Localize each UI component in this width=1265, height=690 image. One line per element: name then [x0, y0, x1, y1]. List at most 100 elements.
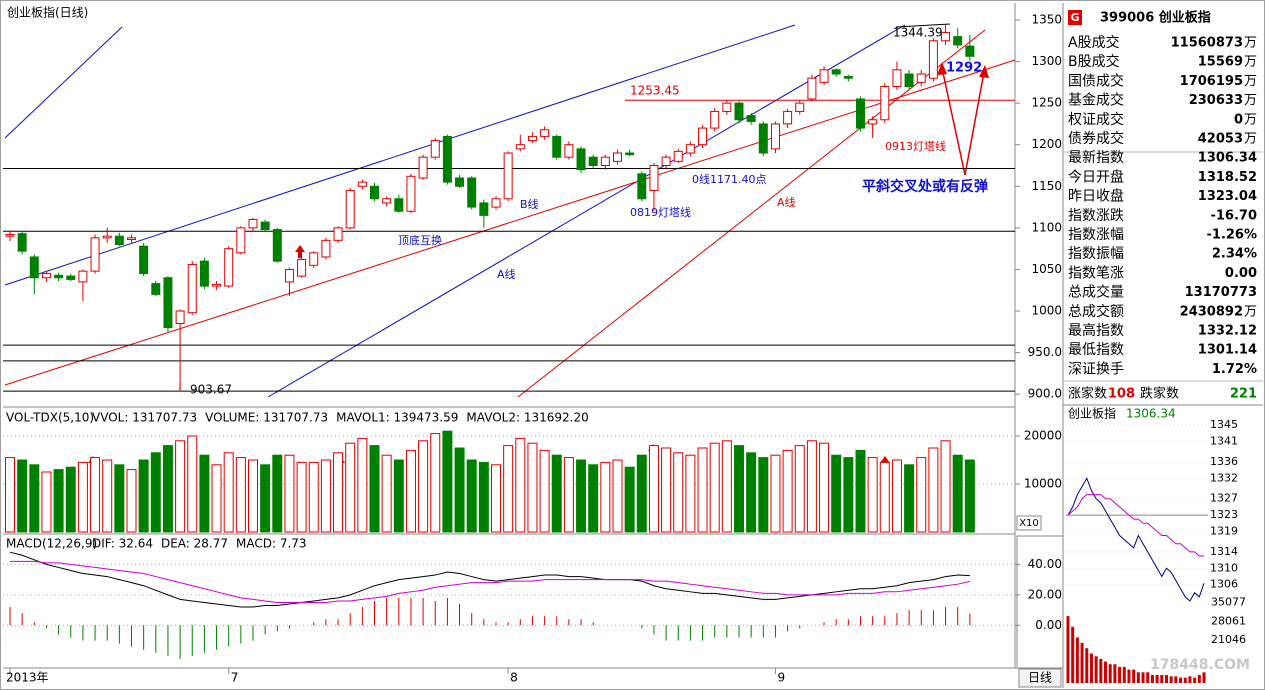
volume-bar	[491, 464, 501, 533]
stat-value: 42053	[1198, 132, 1243, 147]
candle-body	[5, 234, 15, 237]
trend-line	[4, 24, 796, 286]
stat-unit: 万	[1244, 55, 1257, 70]
candle-body	[66, 275, 76, 280]
annotation: A线	[777, 195, 796, 209]
stat-unit: 万	[1244, 304, 1257, 319]
candle-body	[515, 144, 525, 150]
legend-entry: DEA: 28.77	[161, 537, 228, 551]
volume-bar	[381, 454, 392, 533]
y-tick-label: 900.0	[1028, 387, 1062, 401]
volume-bar	[697, 447, 708, 533]
candle-body	[783, 110, 793, 125]
pointer	[895, 23, 951, 28]
mini-tick-label: 1319	[1210, 524, 1238, 537]
volume-bar	[357, 437, 368, 533]
candle-body	[127, 237, 136, 241]
stat-label: 指数涨幅	[1068, 227, 1124, 243]
stat-value: 1323.04	[1198, 189, 1257, 204]
volume-bar	[819, 442, 830, 533]
stat-unit: 万	[1244, 36, 1257, 51]
volume-bar	[600, 461, 611, 533]
volume-bar	[867, 457, 878, 533]
candle-body	[309, 252, 319, 266]
volume-bar	[65, 466, 76, 533]
candle-body	[941, 31, 951, 42]
y-tick-label: 1250	[1031, 96, 1062, 110]
volume-bar	[29, 464, 40, 533]
stat-label: 国债成交	[1068, 72, 1124, 89]
stat-label: 今日开盘	[1068, 168, 1124, 185]
volume-bar	[345, 442, 356, 533]
y-tick-label: 1150	[1031, 179, 1062, 193]
volume-bar	[369, 445, 380, 533]
volume-bar	[928, 447, 939, 533]
stat-label: 基金成交	[1068, 92, 1124, 109]
candle-body	[965, 45, 975, 57]
candle-body	[613, 152, 622, 162]
annotation: 顶底互换	[398, 233, 442, 247]
mini-volume-tick: 28061	[1211, 614, 1246, 627]
volume-bar	[588, 464, 599, 533]
candle-body	[212, 283, 222, 287]
candle-body	[224, 248, 234, 287]
candle-body	[576, 148, 586, 171]
stat-label: 指数笔涨	[1068, 265, 1124, 281]
arrow-head	[937, 62, 947, 75]
volume-bar	[782, 449, 793, 533]
volume-bar	[211, 464, 222, 533]
candle-body	[248, 219, 258, 229]
candle-body	[418, 156, 428, 179]
y-tick-label: 40.00	[1028, 557, 1062, 571]
mini-title: 创业板指	[1068, 406, 1116, 421]
candle-body	[600, 156, 610, 166]
stat-label: 最新指数	[1068, 150, 1124, 166]
candle-body	[503, 152, 513, 200]
mini-tick-label: 1332	[1210, 471, 1238, 484]
candle-body	[260, 221, 270, 231]
candle-body	[151, 283, 161, 295]
volume-bar	[709, 442, 720, 533]
macd-line	[10, 560, 970, 603]
stat-unit: 万	[1244, 132, 1257, 147]
x-tick-label: 7	[231, 671, 239, 685]
candle-body	[29, 256, 39, 279]
volume-bar	[612, 459, 623, 533]
candle-body	[467, 177, 477, 208]
y-tick-label: 950.0	[1028, 345, 1062, 359]
trend-line	[267, 24, 906, 398]
period-label[interactable]: 日线	[1028, 671, 1052, 685]
stat-label: 最低指数	[1068, 342, 1124, 358]
volume-bar	[831, 454, 842, 533]
candle-body	[284, 268, 294, 283]
stat-value: 1706195	[1180, 74, 1243, 89]
candle-body	[928, 40, 938, 79]
arrow	[941, 67, 966, 176]
mini-tick-label: 1327	[1210, 492, 1238, 505]
candle-body	[17, 233, 27, 252]
volume-bar	[223, 452, 234, 533]
mini-tick-label: 1314	[1210, 545, 1238, 558]
stat-value: 2.34%	[1212, 247, 1257, 262]
stat-value: 221	[1230, 387, 1257, 402]
stat-label: 涨家数	[1068, 386, 1107, 402]
volume-bar	[308, 461, 319, 533]
trend-line	[517, 29, 986, 398]
stat-value: 13170773	[1185, 285, 1257, 300]
annotation: 0913灯塔线	[885, 139, 946, 153]
mini-frame	[1016, 535, 1064, 669]
annotation: 1344.39	[893, 26, 943, 40]
stat-value: 1306.34	[1198, 151, 1257, 166]
candle-body	[430, 140, 440, 158]
volume-bar	[685, 454, 696, 533]
stat-value: 108	[1108, 387, 1135, 402]
mini-tick-label: 1310	[1210, 561, 1238, 574]
volume-bar	[551, 454, 562, 533]
y-tick-label: 1200	[1031, 137, 1062, 151]
candle-body	[455, 177, 465, 187]
period-tab[interactable]	[1018, 668, 1062, 688]
arrow	[964, 71, 985, 176]
candle-body	[54, 274, 64, 279]
legend-entry: VVOL: 131707.73	[92, 411, 197, 425]
candle-body	[491, 198, 501, 208]
